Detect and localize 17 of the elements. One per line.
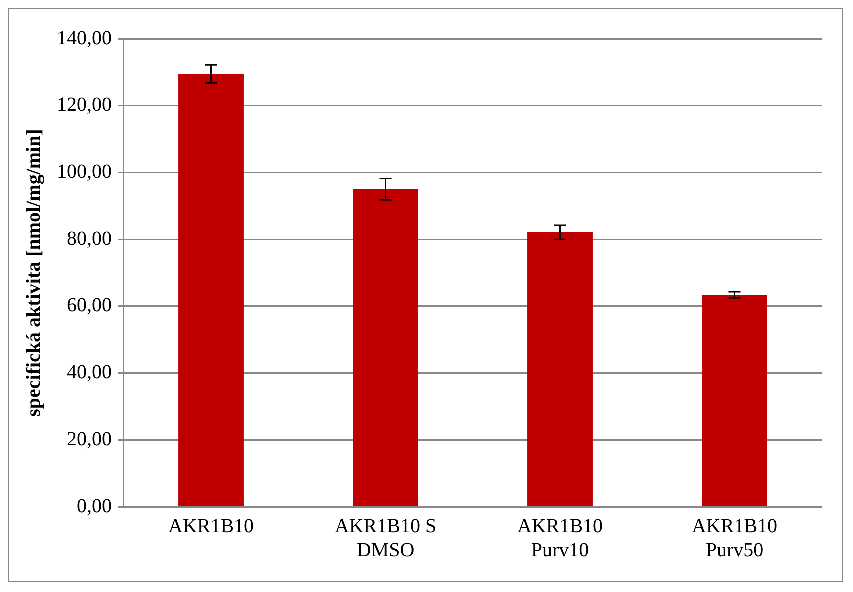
y-tick-label: 120,00 xyxy=(57,94,112,116)
bar xyxy=(528,232,593,506)
bar xyxy=(178,74,244,506)
y-axis-title: specifická aktivita [nmol/mg/min] xyxy=(23,129,46,417)
y-tick-label: 0,00 xyxy=(77,495,112,518)
bar xyxy=(702,295,768,506)
y-tick-label: 60,00 xyxy=(67,294,112,317)
x-tick-label: AKR1B10 Purv10 xyxy=(517,515,604,562)
y-tick-label: 40,00 xyxy=(67,362,112,384)
x-tick-label: AKR1B10 S DMSO xyxy=(334,515,437,562)
y-tick-label: 140,00 xyxy=(57,27,112,50)
x-tick-label: AKR1B10 Purv50 xyxy=(692,515,778,562)
bar xyxy=(353,189,418,506)
y-tick-label: 100,00 xyxy=(57,160,112,183)
x-tick-label: AKR1B10 xyxy=(168,515,254,538)
y-tick-label: 20,00 xyxy=(67,428,112,450)
y-tick-label: 80,00 xyxy=(67,228,112,250)
